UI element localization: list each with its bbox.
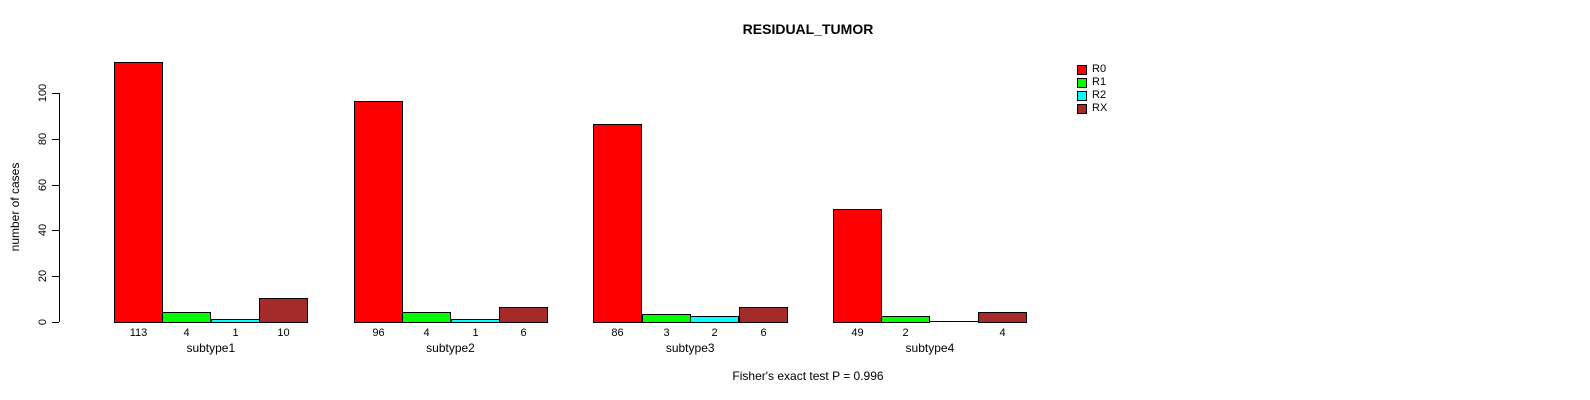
y-tick-label: 80 [37,132,49,146]
legend-item-r2: R2 [1077,89,1107,102]
legend-swatch-rx [1077,103,1087,114]
bar-r2-subtype3 [690,316,739,323]
bar-rx-subtype4 [978,312,1027,323]
legend-swatch-r1 [1077,77,1087,88]
legend-label: R2 [1092,89,1107,101]
y-tick-label: 0 [37,318,49,326]
x-category-label: subtype3 [665,341,715,355]
bar-rx-subtype1 [259,298,308,323]
bar-value-label: 96 [372,327,385,339]
legend: R0 R1 R2 RX [1077,63,1107,115]
bar-r0-subtype2 [354,101,403,323]
bar-value-label: 49 [851,327,864,339]
bar-r1-subtype1 [162,312,211,323]
y-tick [52,93,59,94]
legend-item-r1: R1 [1077,76,1107,89]
y-tick [52,276,59,277]
bar-r2-subtype4-zero [930,321,979,322]
bar-r2-subtype2 [451,319,500,323]
bar-r1-subtype3 [642,314,691,323]
y-tick-label: 100 [37,83,49,103]
y-tick [52,185,59,186]
y-tick-label: 40 [37,223,49,237]
bar-r0-subtype3 [593,124,642,323]
y-axis-line [59,93,60,322]
legend-item-r0: R0 [1077,63,1107,76]
y-tick [52,230,59,231]
bar-r0-subtype4 [833,209,882,323]
bar-value-label: 1 [472,327,479,339]
bar-value-label: 113 [129,327,148,339]
y-tick [52,139,59,140]
bar-value-label: 6 [760,327,767,339]
legend-label: RX [1092,102,1108,114]
y-tick [52,322,59,323]
x-category-label: subtype1 [186,341,236,355]
bar-r1-subtype4 [881,316,930,323]
y-tick-label: 20 [37,269,49,283]
chart-title: RESIDUAL_TUMOR [742,21,874,37]
bar-value-label: 6 [520,327,527,339]
bar-value-label: 4 [423,327,430,339]
legend-swatch-r2 [1077,90,1087,101]
annotation-text: Fisher's exact test P = 0.996 [732,369,884,383]
bar-r1-subtype2 [402,312,451,323]
legend-label: R0 [1092,63,1107,75]
bar-value-label: 4 [183,327,190,339]
bar-value-label: 2 [711,327,718,339]
bar-rx-subtype3 [739,307,788,323]
bar-value-label: 3 [663,327,670,339]
x-category-label: subtype4 [905,341,955,355]
bar-r0-subtype1 [114,62,163,323]
bar-value-label: 4 [999,327,1006,339]
legend-label: R1 [1092,76,1107,88]
y-tick-label: 60 [37,178,49,192]
x-category-label: subtype2 [426,341,475,355]
bar-value-label: 2 [902,327,909,339]
y-axis-title: number of cases [8,162,22,252]
legend-item-rx: RX [1077,102,1107,115]
legend-swatch-r0 [1077,64,1087,75]
bar-r2-subtype1 [211,319,260,323]
bar-rx-subtype2 [499,307,548,323]
bar-value-label: 10 [277,327,290,339]
bar-value-label: 86 [611,327,624,339]
bar-value-label: 1 [232,327,239,339]
